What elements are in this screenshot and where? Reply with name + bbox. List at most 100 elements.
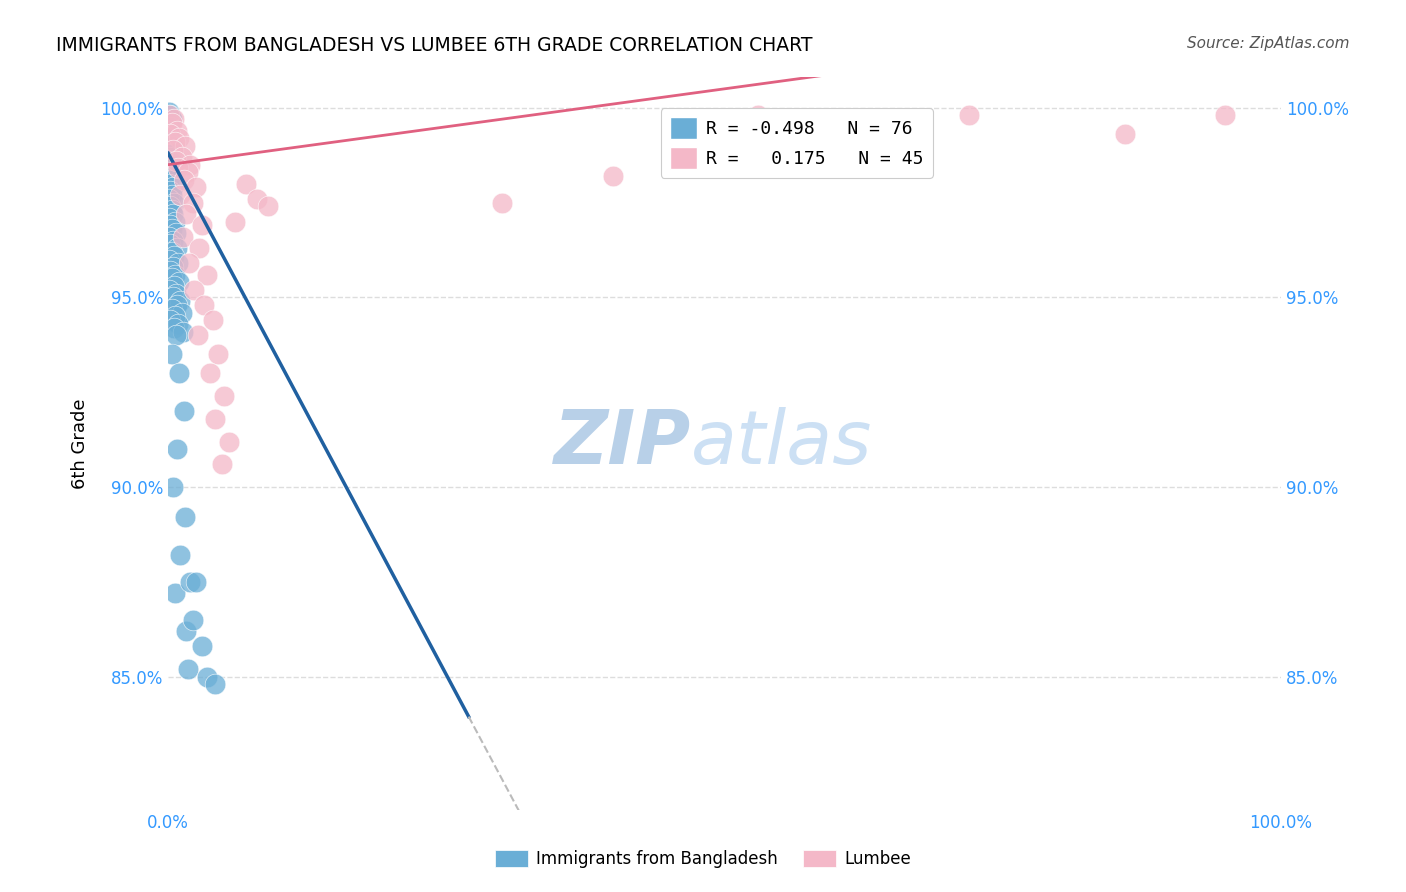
Point: [162, 207, 184, 221]
Point: [157, 123, 180, 137]
Point: [163, 279, 186, 293]
Point: [174, 624, 197, 639]
Point: [165, 226, 187, 240]
Text: ZIP: ZIP: [554, 407, 692, 480]
Point: [160, 301, 183, 316]
Point: [181, 195, 204, 210]
Point: [257, 199, 280, 213]
Point: [169, 549, 191, 563]
Point: [169, 294, 191, 309]
Point: [165, 153, 187, 168]
Point: [163, 112, 186, 127]
Point: [159, 173, 181, 187]
Point: [165, 328, 187, 343]
Point: [179, 158, 201, 172]
Point: [160, 347, 183, 361]
Point: [957, 108, 980, 122]
Point: [204, 412, 226, 426]
Point: [212, 389, 235, 403]
Point: [159, 199, 181, 213]
Point: [160, 112, 183, 127]
Point: [159, 120, 181, 134]
Point: [159, 161, 181, 176]
Point: [157, 165, 180, 179]
Point: [157, 135, 180, 149]
Point: [174, 510, 197, 524]
Point: [169, 131, 191, 145]
Point: [184, 574, 207, 589]
Point: [187, 328, 209, 343]
Point: [166, 123, 188, 137]
Point: [163, 249, 186, 263]
Point: [747, 108, 769, 122]
Point: [218, 434, 240, 449]
Point: [157, 158, 180, 172]
Point: [169, 367, 191, 381]
Point: [190, 640, 212, 654]
Point: [159, 143, 181, 157]
Point: [201, 313, 224, 327]
Point: [160, 271, 183, 285]
Point: [170, 305, 193, 319]
Point: [159, 219, 181, 233]
Point: [160, 188, 183, 202]
Point: [183, 283, 205, 297]
Point: [190, 219, 212, 233]
Point: [157, 104, 180, 119]
Point: [1114, 128, 1136, 142]
Point: [169, 188, 191, 202]
Text: Source: ZipAtlas.com: Source: ZipAtlas.com: [1187, 36, 1350, 51]
Point: [207, 347, 229, 361]
Y-axis label: 6th Grade: 6th Grade: [72, 398, 89, 489]
Point: [162, 260, 184, 274]
Point: [160, 116, 183, 130]
Point: [163, 586, 186, 600]
Point: [157, 229, 180, 244]
Point: [162, 180, 184, 194]
Legend: Immigrants from Bangladesh, Lumbee: Immigrants from Bangladesh, Lumbee: [488, 843, 918, 875]
Text: IMMIGRANTS FROM BANGLADESH VS LUMBEE 6TH GRADE CORRELATION CHART: IMMIGRANTS FROM BANGLADESH VS LUMBEE 6TH…: [56, 36, 813, 54]
Point: [157, 128, 180, 142]
Point: [166, 241, 188, 255]
Point: [169, 275, 191, 289]
Point: [167, 317, 190, 331]
Point: [157, 177, 180, 191]
Point: [179, 574, 201, 589]
Point: [184, 180, 207, 194]
Point: [177, 662, 200, 676]
Point: [195, 268, 218, 282]
Point: [157, 283, 180, 297]
Point: [159, 313, 181, 327]
Point: [159, 128, 181, 142]
Point: [173, 173, 195, 187]
Point: [163, 135, 186, 149]
Point: [162, 480, 184, 494]
Point: [159, 184, 181, 198]
Point: [157, 252, 180, 267]
Point: [160, 169, 183, 183]
Point: [173, 404, 195, 418]
Point: [172, 229, 194, 244]
Point: [246, 192, 269, 206]
Point: [157, 116, 180, 130]
Point: [166, 442, 188, 457]
Point: [1213, 108, 1236, 122]
Point: [174, 138, 197, 153]
Point: [880, 116, 903, 130]
Point: [170, 150, 193, 164]
Point: [162, 143, 184, 157]
Point: [160, 244, 183, 259]
Point: [602, 169, 624, 183]
Point: [163, 214, 186, 228]
Text: atlas: atlas: [692, 408, 873, 480]
Point: [159, 264, 181, 278]
Point: [157, 150, 180, 164]
Point: [188, 241, 211, 255]
Point: [157, 192, 180, 206]
Legend: R = -0.498   N = 76, R =   0.175   N = 45: R = -0.498 N = 76, R = 0.175 N = 45: [661, 109, 932, 178]
Point: [195, 670, 218, 684]
Point: [166, 298, 188, 312]
Point: [160, 222, 183, 236]
Point: [177, 165, 200, 179]
Point: [163, 195, 186, 210]
